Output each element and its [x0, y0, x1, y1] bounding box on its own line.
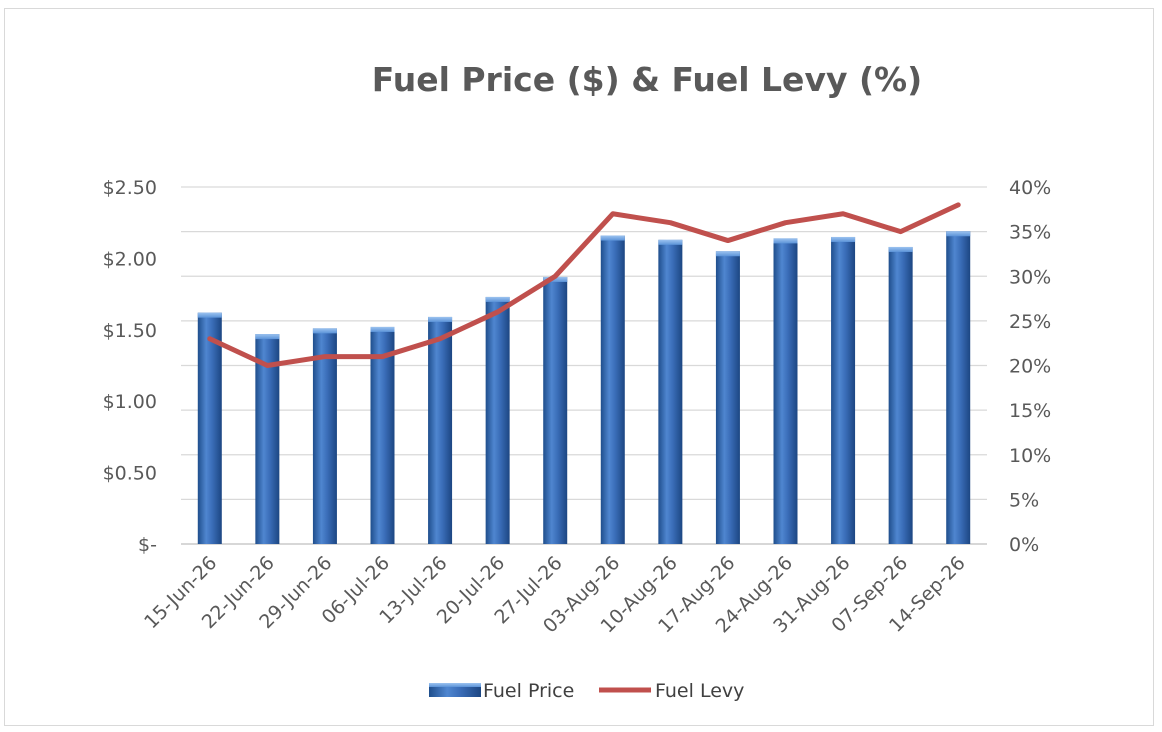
y-right-tick-label: 15% — [1009, 400, 1051, 422]
y-right-tick-label: 30% — [1009, 266, 1051, 288]
grid-lines — [181, 186, 987, 545]
legend: Fuel Price Fuel Levy — [429, 680, 744, 702]
chart-frame: Fuel Price ($) & Fuel Levy (%) $- $0.50 $1… — [4, 8, 1154, 726]
bar-cap — [485, 296, 510, 302]
bar-cap — [370, 326, 395, 332]
bar-cap — [715, 251, 740, 257]
y-left-tick-label: $2.50 — [103, 177, 157, 199]
bar-fuel-price — [658, 239, 683, 544]
bar-cap — [197, 312, 222, 318]
legend-label-fuel-price: Fuel Price — [483, 680, 574, 702]
y-axis-right: 0% 5% 10% 15% 20% 25% 30% 35% 40% — [1009, 177, 1051, 556]
bar-fuel-price — [946, 231, 971, 544]
y-right-tick-label: 35% — [1009, 222, 1051, 244]
bar-fuel-price — [715, 251, 740, 544]
y-left-tick-label: $0.50 — [103, 463, 157, 485]
bar-cap — [773, 238, 798, 244]
y-right-tick-label: 10% — [1009, 445, 1051, 467]
y-right-tick-label: 0% — [1009, 534, 1039, 556]
bar-fuel-price — [888, 246, 913, 544]
bar-fuel-price — [773, 238, 798, 544]
x-axis: 15-Jun-2622-Jun-2629-Jun-2606-Jul-2613-J… — [140, 552, 970, 637]
y-left-tick-label: $1.50 — [103, 320, 157, 342]
bar-fuel-price — [370, 326, 395, 544]
legend-swatch-cap — [429, 683, 481, 687]
chart-svg: Fuel Price ($) & Fuel Levy (%) $- $0.50 $1… — [103, 60, 1052, 702]
bar-cap — [600, 235, 625, 241]
y-right-tick-label: 40% — [1009, 177, 1051, 199]
bar-cap — [428, 316, 453, 322]
bar-cap — [312, 328, 337, 334]
bar-fuel-price — [255, 334, 280, 544]
bar-fuel-price — [197, 312, 222, 544]
y-axis-left: $- $0.50 $1.00 $1.50 $2.00 $2.50 — [103, 177, 157, 556]
bar-fuel-price — [543, 276, 568, 544]
bar-fuel-price — [428, 316, 453, 544]
y-right-tick-label: 20% — [1009, 356, 1051, 378]
bar-cap — [946, 231, 971, 237]
bar-cap — [543, 276, 568, 282]
bar-cap — [255, 334, 280, 340]
y-right-tick-label: 5% — [1009, 489, 1039, 511]
bar-cap — [658, 239, 683, 245]
line-fuel-levy — [207, 202, 961, 368]
line-series — [207, 202, 961, 368]
y-left-tick-label: $2.00 — [103, 248, 157, 270]
y-left-tick-label: $- — [138, 534, 157, 556]
bar-fuel-price — [485, 296, 510, 544]
chart-title: Fuel Price ($) & Fuel Levy (%) — [372, 60, 922, 99]
bar-cap — [888, 246, 913, 252]
bar-fuel-price — [600, 235, 625, 544]
y-left-tick-label: $1.00 — [103, 391, 157, 413]
bar-fuel-price — [831, 236, 856, 545]
bar-series — [197, 231, 971, 545]
y-right-tick-label: 25% — [1009, 311, 1051, 333]
legend-label-fuel-levy: Fuel Levy — [655, 680, 744, 702]
bar-cap — [831, 236, 856, 242]
bar-fuel-price — [312, 328, 337, 544]
